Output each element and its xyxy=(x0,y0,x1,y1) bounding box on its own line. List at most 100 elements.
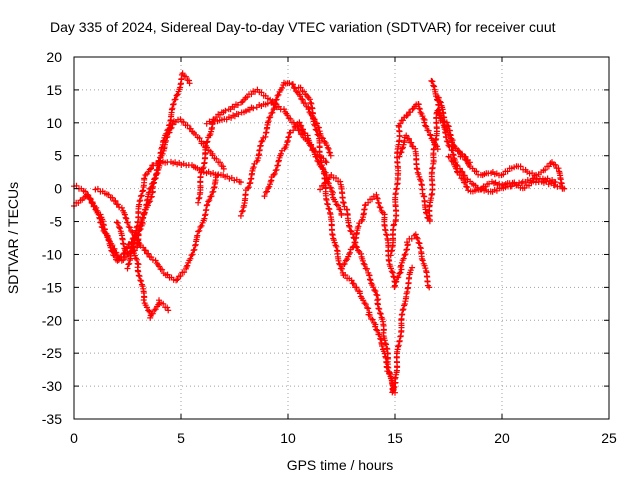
data-point xyxy=(349,244,356,251)
data-point xyxy=(393,278,400,285)
y-tick-label: 20 xyxy=(46,49,62,65)
data-point xyxy=(125,261,132,268)
data-point xyxy=(298,122,305,129)
data-point xyxy=(220,165,227,172)
data-point xyxy=(310,147,317,154)
data-point xyxy=(413,234,420,241)
y-tick-label: -15 xyxy=(42,279,62,295)
data-point xyxy=(407,109,414,116)
data-point xyxy=(181,269,188,276)
data-point xyxy=(121,211,128,218)
data-point xyxy=(160,300,167,307)
data-point xyxy=(210,188,217,195)
data-point xyxy=(365,199,372,206)
data-point xyxy=(145,307,152,314)
data-point xyxy=(274,92,281,99)
data-point xyxy=(259,137,266,144)
data-point xyxy=(170,101,177,107)
data-point xyxy=(186,80,193,87)
data-point xyxy=(367,277,374,284)
data-point xyxy=(124,219,131,226)
data-point xyxy=(387,252,394,259)
data-point xyxy=(348,277,355,284)
y-tick-label: 5 xyxy=(54,148,62,164)
y-tick-label: -10 xyxy=(42,246,62,262)
data-point xyxy=(359,257,366,264)
data-point xyxy=(347,249,353,256)
data-point xyxy=(208,193,215,200)
data-point xyxy=(370,284,377,291)
data-point xyxy=(372,288,379,295)
data-point xyxy=(149,310,156,317)
data-point xyxy=(111,245,118,252)
data-point xyxy=(191,246,198,253)
data-point xyxy=(278,150,284,157)
data-point xyxy=(327,152,334,159)
data-point xyxy=(197,224,204,230)
data-point xyxy=(142,206,149,213)
data-point xyxy=(152,175,159,182)
data-point xyxy=(389,269,396,276)
data-point xyxy=(199,165,206,172)
data-point xyxy=(302,100,309,107)
data-point xyxy=(387,371,393,378)
data-point xyxy=(376,204,383,210)
data-point xyxy=(145,250,152,257)
data-point xyxy=(377,310,384,317)
data-point xyxy=(143,304,150,311)
data-point xyxy=(124,265,131,272)
data-point xyxy=(290,81,296,88)
data-point xyxy=(120,241,127,248)
data-point xyxy=(327,149,333,156)
data-point xyxy=(169,105,176,112)
data-point xyxy=(267,114,274,121)
data-point xyxy=(355,223,362,230)
data-point xyxy=(159,266,166,273)
data-point xyxy=(504,168,511,175)
data-point xyxy=(360,297,367,304)
data-point xyxy=(297,84,304,91)
chart-title: Day 335 of 2024, Sidereal Day-to-day VTE… xyxy=(50,19,556,35)
data-point xyxy=(318,159,325,166)
x-tick-label: 10 xyxy=(280,430,296,446)
data-point xyxy=(449,147,456,154)
data-point xyxy=(204,201,211,208)
data-point xyxy=(138,192,145,199)
data-point xyxy=(146,189,153,196)
data-point xyxy=(416,106,423,112)
data-point xyxy=(114,201,121,208)
data-point xyxy=(126,260,133,267)
data-point xyxy=(174,91,181,98)
data-point xyxy=(399,145,406,152)
data-point xyxy=(173,92,180,99)
data-point xyxy=(123,215,130,222)
data-point xyxy=(312,126,319,133)
data-point xyxy=(290,127,297,134)
data-point xyxy=(342,272,349,278)
data-point xyxy=(366,312,373,318)
data-point xyxy=(459,168,466,175)
data-point xyxy=(306,96,313,103)
data-point xyxy=(162,137,169,144)
data-point xyxy=(116,204,123,211)
data-point xyxy=(341,261,348,267)
data-point xyxy=(314,131,321,138)
series-track-17 xyxy=(445,153,568,195)
data-point xyxy=(444,122,451,129)
x-tick-label: 15 xyxy=(387,430,403,446)
data-point xyxy=(244,185,251,192)
data-point xyxy=(97,211,104,218)
data-point xyxy=(266,114,273,121)
data-point xyxy=(400,255,407,262)
data-point xyxy=(284,112,291,119)
data-point xyxy=(400,117,406,124)
data-point xyxy=(126,224,133,231)
data-point xyxy=(133,256,140,263)
data-point xyxy=(194,232,201,239)
data-point xyxy=(217,159,223,166)
data-point xyxy=(329,191,336,198)
data-point xyxy=(250,105,257,112)
data-point xyxy=(381,350,388,357)
data-point xyxy=(311,122,318,129)
